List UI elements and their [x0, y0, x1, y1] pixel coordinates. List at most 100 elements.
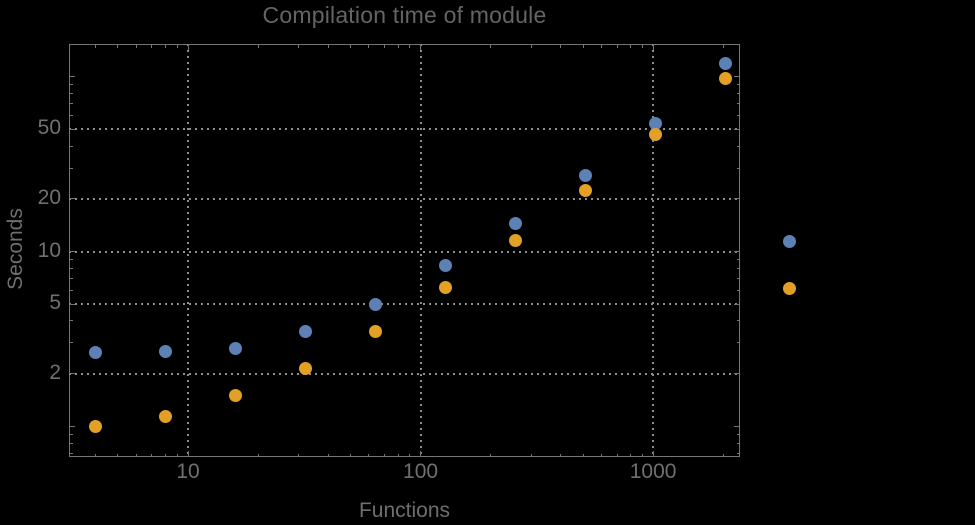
x-tick-top-90: [409, 44, 411, 48]
x-tick-top-70: [384, 44, 386, 48]
x-tick-top-9: [176, 44, 178, 48]
x-tick-800: [630, 453, 632, 457]
data-point-blue-series-1024: [648, 117, 662, 131]
y-tick-7: [69, 278, 73, 280]
data-point-blue-series-32: [298, 324, 312, 338]
y-tick-100: [69, 76, 75, 78]
y-tick-right-0.9: [736, 433, 740, 435]
x-tick-600: [601, 453, 602, 457]
y-tick-8: [69, 267, 73, 269]
x-tick-10: [187, 451, 189, 457]
chart-title: Compilation time of module: [262, 2, 547, 28]
x-tick-5: [117, 453, 119, 457]
gridline-y-50: [69, 128, 740, 131]
x-tick-50: [350, 453, 352, 457]
y-tick-80: [69, 93, 73, 95]
gridline-y-10: [69, 250, 740, 253]
x-tick-top-600: [601, 44, 602, 48]
y-tick-0.7: [69, 452, 73, 454]
x-tick-8: [164, 453, 166, 457]
y-tick-right-20: [734, 198, 740, 200]
legend-marker-orange-series: [782, 281, 796, 295]
data-point-blue-series-128: [438, 259, 452, 273]
y-tick-60: [69, 115, 73, 117]
y-tick-0.8: [69, 442, 73, 444]
y-tick-right-8: [736, 267, 740, 269]
x-tick-400: [560, 453, 562, 457]
y-tick-10: [69, 251, 75, 252]
y-tick-3: [69, 342, 73, 344]
y-tick-2: [69, 373, 75, 375]
x-tick-top-900: [641, 44, 643, 48]
x-tick-90: [409, 453, 411, 457]
x-tick-900: [641, 453, 643, 457]
y-tick-label-20: 20: [37, 185, 61, 209]
data-point-orange-series-512: [578, 183, 592, 197]
y-tick-right-0.7: [736, 452, 740, 454]
y-tick-right-100: [734, 76, 740, 78]
data-point-orange-series-128: [438, 281, 452, 295]
y-tick-right-2: [734, 373, 740, 375]
x-tick-20: [257, 453, 259, 457]
x-tick-top-10: [187, 44, 189, 50]
y-tick-30: [69, 167, 73, 169]
y-axis-label: Seconds: [4, 208, 27, 290]
x-tick-40: [327, 453, 329, 457]
y-tick-right-6: [736, 289, 740, 291]
y-tick-right-10: [734, 251, 740, 252]
x-tick-top-5: [117, 44, 119, 48]
y-tick-label-2: 2: [49, 360, 61, 384]
y-tick-label-5: 5: [49, 291, 61, 315]
x-tick-700: [616, 453, 618, 457]
x-tick-1000: [652, 451, 654, 457]
x-tick-100: [420, 451, 422, 457]
x-tick-80: [397, 453, 399, 457]
y-tick-5: [69, 303, 75, 305]
gridline-y-20: [69, 197, 740, 200]
gridline-y-5: [69, 303, 740, 306]
x-tick-top-800: [630, 44, 632, 48]
data-point-orange-series-2048: [718, 71, 732, 85]
x-tick-label-1000: 1000: [629, 460, 677, 483]
x-tick-6: [135, 453, 137, 457]
legend-marker-blue-series: [782, 234, 796, 248]
data-point-blue-series-4: [88, 345, 102, 359]
y-tick-20: [69, 198, 75, 200]
x-tick-2000: [722, 453, 724, 457]
x-tick-top-700: [616, 44, 618, 48]
x-tick-9: [176, 453, 178, 457]
y-tick-40: [69, 145, 73, 147]
x-tick-label-10: 10: [176, 460, 200, 483]
x-tick-500: [582, 453, 584, 457]
y-tick-label-50: 50: [37, 116, 61, 140]
x-tick-top-1000: [652, 44, 654, 50]
data-point-orange-series-1024: [648, 128, 662, 142]
x-tick-300: [531, 453, 532, 457]
data-point-blue-series-64: [368, 297, 382, 311]
x-tick-4: [94, 453, 96, 457]
x-tick-label-100: 100: [403, 460, 439, 483]
y-tick-right-4: [736, 320, 740, 322]
x-tick-top-100: [420, 44, 422, 50]
y-tick-right-50: [734, 128, 740, 130]
data-point-blue-series-256: [508, 217, 522, 231]
x-tick-top-20: [257, 44, 259, 48]
data-point-orange-series-256: [508, 234, 522, 248]
data-point-blue-series-512: [578, 168, 592, 182]
data-point-orange-series-64: [368, 324, 382, 338]
x-tick-top-40: [327, 44, 329, 48]
y-tick-right-5: [734, 303, 740, 305]
x-tick-7: [151, 453, 153, 457]
x-tick-top-80: [397, 44, 399, 48]
y-tick-right-90: [736, 84, 740, 86]
x-tick-top-2000: [722, 44, 724, 48]
y-tick-90: [69, 84, 73, 86]
y-tick-0.9: [69, 433, 73, 435]
data-point-blue-series-2048: [718, 56, 732, 70]
y-tick-right-0.8: [736, 442, 740, 444]
gridline-y-2: [69, 372, 740, 375]
x-tick-top-60: [368, 44, 370, 48]
x-tick-top-7: [151, 44, 153, 48]
x-tick-top-4: [94, 44, 96, 48]
x-tick-top-500: [582, 44, 584, 48]
